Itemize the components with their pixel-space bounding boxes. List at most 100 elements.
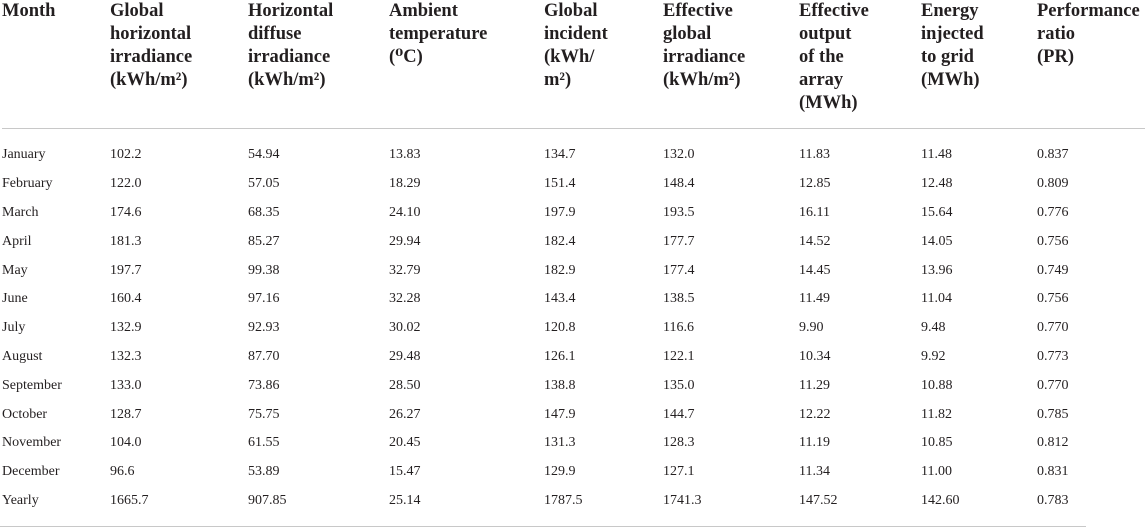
- column-header-effective-output-of-array: Effective output of the array (MWh): [799, 0, 921, 129]
- column-header-line: Global: [544, 1, 598, 21]
- column-header-ambient-temperature: Ambient temperature (⁰C): [389, 0, 544, 129]
- table-cell: 0.812: [1037, 435, 1069, 451]
- column-header-line: irradiance: [248, 47, 331, 67]
- table-bottom-rule: [0, 526, 1086, 527]
- table-cell: 75.75: [248, 406, 280, 422]
- column-header-line: array: [799, 70, 844, 90]
- column-header-line: of the: [799, 47, 844, 67]
- table-cell: 9.90: [799, 320, 824, 336]
- column-header-effective-global-irradiance: Effective global irradiance (kWh/m²): [663, 0, 799, 129]
- table-cell: 128.3: [663, 435, 695, 451]
- row-label-cell: May: [2, 262, 28, 278]
- table-cell: 30.02: [389, 320, 421, 336]
- table-cell: 10.34: [799, 348, 831, 364]
- table-cell: 177.4: [663, 262, 695, 278]
- column-header-line: (MWh): [921, 70, 980, 90]
- table-cell: 0.749: [1037, 262, 1069, 278]
- row-label-cell: January: [2, 147, 46, 163]
- table-cell: 11.00: [921, 464, 952, 480]
- table-cell: 11.34: [799, 464, 830, 480]
- table-cell: 128.7: [110, 406, 142, 422]
- row-label-cell: September: [2, 377, 62, 393]
- table-cell: 129.9: [544, 464, 576, 480]
- column-header-month: Month: [2, 0, 110, 129]
- table-cell: 12.85: [799, 176, 831, 192]
- column-header-performance-ratio: Performance ratio (PR): [1037, 0, 1145, 129]
- table-cell: 116.6: [663, 320, 694, 336]
- table-cell: 11.82: [921, 406, 952, 422]
- table-row: May 197.7 99.38 32.79 182.9 177.4 14.45 13.96 0.…: [2, 256, 1145, 285]
- row-label-cell: July: [2, 320, 26, 336]
- row-label-cell: October: [2, 406, 48, 422]
- table-cell: 57.05: [248, 176, 280, 192]
- row-label-cell: August: [2, 348, 43, 364]
- table-cell: 53.89: [248, 464, 280, 480]
- table-cell: 28.50: [389, 377, 421, 393]
- table-cell: 182.4: [544, 233, 576, 249]
- header-row: Month Global horizontal irradiance (kWh/m²) H…: [2, 0, 1145, 129]
- table-cell: 132.0: [663, 147, 695, 163]
- table-cell: 1665.7: [110, 492, 149, 508]
- pv-monthly-performance-table: Month Global horizontal irradiance (kWh/m²) H…: [2, 0, 1145, 515]
- table-cell: 12.22: [799, 406, 831, 422]
- column-header-line: (MWh): [799, 93, 858, 113]
- column-header-line: irradiance: [110, 47, 193, 67]
- column-header-line: incident: [544, 24, 608, 44]
- table-cell: 29.94: [389, 233, 421, 249]
- column-header-line: m²): [544, 70, 572, 90]
- table-cell: 10.85: [921, 435, 953, 451]
- column-header-line: Energy: [921, 1, 979, 21]
- table-row: December 96.6 53.89 15.47 129.9 127.1 11.34 11.…: [2, 458, 1145, 487]
- table-cell: 181.3: [110, 233, 142, 249]
- table-cell: 12.48: [921, 176, 953, 192]
- table-cell: 0.770: [1037, 320, 1069, 336]
- table-cell: 193.5: [663, 204, 695, 220]
- table-row: July 132.9 92.93 30.02 120.8 116.6 9.90 9.48 0.7…: [2, 314, 1145, 343]
- column-header-line: (kWh/m²): [110, 70, 188, 90]
- table-cell: 126.1: [544, 348, 576, 364]
- table-row: June 160.4 97.16 32.28 143.4 138.5 11.49 11.04 0…: [2, 285, 1145, 314]
- row-label-cell: February: [2, 176, 53, 192]
- column-header-line: diffuse: [248, 24, 302, 44]
- table-row: February 122.0 57.05 18.29 151.4 148.4 12.85 12…: [2, 170, 1145, 199]
- table-cell: 15.64: [921, 204, 953, 220]
- table-cell: 102.2: [110, 147, 142, 163]
- table-cell: 16.11: [799, 204, 830, 220]
- column-header-line: (kWh/: [544, 47, 595, 67]
- column-header-line: Ambient: [389, 1, 458, 21]
- column-header-line: irradiance: [663, 47, 746, 67]
- table-cell: 131.3: [544, 435, 576, 451]
- column-header-line: Month: [2, 1, 56, 21]
- column-header-line: (kWh/m²): [248, 70, 326, 90]
- table-cell: 120.8: [544, 320, 576, 336]
- table-cell: 147.52: [799, 492, 838, 508]
- row-label-cell: November: [2, 435, 62, 451]
- table-cell: 907.85: [248, 492, 287, 508]
- table-body: January 102.2 54.94 13.83 134.7 132.0 11.83 11.…: [2, 129, 1145, 516]
- table-cell: 197.9: [544, 204, 576, 220]
- table-cell: 135.0: [663, 377, 695, 393]
- table-cell: 151.4: [544, 176, 576, 192]
- table-cell: 0.809: [1037, 176, 1069, 192]
- column-header-line: to grid: [921, 47, 974, 67]
- table-cell: 68.35: [248, 204, 280, 220]
- table-cell: 13.96: [921, 262, 953, 278]
- row-label-cell: June: [2, 291, 28, 307]
- table-row: Yearly 1665.7 907.85 25.14 1787.5 1741.3 147.5…: [2, 487, 1145, 516]
- row-label-cell: Yearly: [2, 492, 39, 508]
- column-header-line: Horizontal: [248, 1, 334, 21]
- table-cell: 13.83: [389, 147, 421, 163]
- table-cell: 133.0: [110, 377, 142, 393]
- table-row: March 174.6 68.35 24.10 197.9 193.5 16.11 15.64…: [2, 199, 1145, 228]
- table-cell: 11.48: [921, 147, 952, 163]
- column-header-global-horizontal-irradiance: Global horizontal irradiance (kWh/m²): [110, 0, 248, 129]
- table-cell: 54.94: [248, 147, 280, 163]
- table-cell: 148.4: [663, 176, 695, 192]
- table-cell: 134.7: [544, 147, 576, 163]
- table-cell: 15.47: [389, 464, 421, 480]
- table-cell: 14.52: [799, 233, 831, 249]
- table-cell: 9.48: [921, 320, 946, 336]
- table-row: November 104.0 61.55 20.45 131.3 128.3 11.19 10…: [2, 429, 1145, 458]
- table-cell: 20.45: [389, 435, 421, 451]
- table-cell: 127.1: [663, 464, 695, 480]
